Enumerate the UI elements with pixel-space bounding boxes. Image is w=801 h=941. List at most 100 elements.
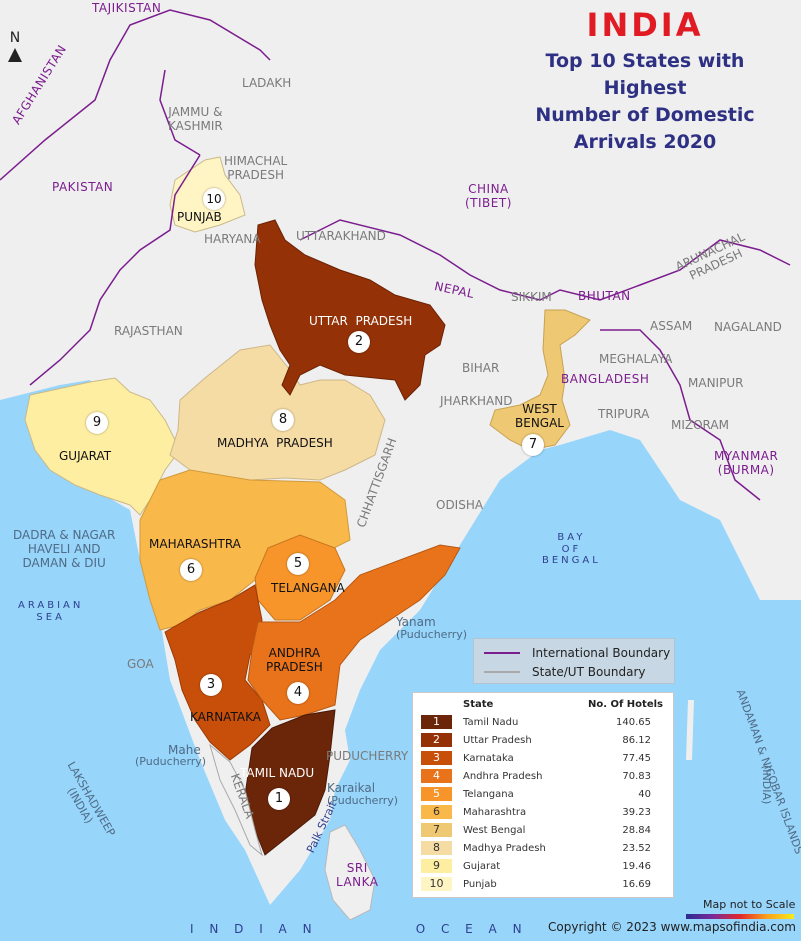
rank-badge-1: 1	[268, 788, 290, 810]
row-value: 140.65	[616, 716, 651, 728]
table-row: 8 Madhya Pradesh 23.52	[413, 839, 673, 857]
table-row: 1 Tamil Nadu 140.65	[413, 713, 673, 731]
compass: N	[8, 30, 22, 62]
label-indian-ocean: I N D I A N O C E A N	[190, 922, 528, 936]
legend-state-label: State/UT Boundary	[532, 664, 646, 679]
rank-badge-3: 3	[200, 674, 222, 696]
row-value: 40	[638, 788, 651, 800]
label-sri-lanka: SRI LANKA	[336, 861, 379, 889]
rank-swatch: 6	[421, 805, 452, 819]
table-header: State No. Of Hotels	[413, 695, 673, 713]
label-tajikistan: TAJIKISTAN	[92, 1, 162, 15]
label-mahe: Mahe	[168, 743, 201, 757]
row-state: Andhra Pradesh	[463, 770, 543, 782]
rank-swatch: 10	[421, 877, 452, 891]
rank-badge-7: 7	[522, 434, 544, 456]
label-andhra-pradesh: ANDHRA PRADESH	[266, 646, 323, 674]
label-haryana: HARYANA	[204, 232, 261, 246]
sri-lanka-shape	[324, 824, 376, 921]
label-madhya-pradesh: MADHYA PRADESH	[217, 436, 333, 450]
label-uttar-pradesh: UTTAR PRADESH	[309, 314, 413, 328]
table-row: 6 Maharashtra 39.23	[413, 803, 673, 821]
row-state: Madhya Pradesh	[463, 842, 546, 854]
rank-swatch: 3	[421, 751, 452, 765]
table-row: 4 Andhra Pradesh 70.83	[413, 767, 673, 785]
legend-international-label: International Boundary	[532, 645, 671, 660]
label-myanmar: MYANMAR (BURMA)	[714, 449, 779, 477]
label-pakistan: PAKISTAN	[52, 180, 114, 194]
rank-badge-8: 8	[272, 409, 294, 431]
north-arrow-icon	[8, 48, 22, 62]
label-karaikal: Karaikal	[327, 781, 376, 795]
label-jammu-kashmir: JAMMU & KASHMIR	[168, 105, 223, 133]
label-rajasthan: RAJASTHAN	[114, 324, 183, 338]
label-nagaland: NAGALAND	[714, 320, 782, 334]
rank-swatch: 2	[421, 733, 452, 747]
label-sikkim: SIKKIM	[511, 290, 552, 304]
copyright: Copyright © 2023 www.mapsofindia.com	[548, 920, 796, 934]
row-state: Punjab	[463, 878, 497, 890]
scale-note: Map not to Scale	[703, 898, 796, 911]
label-odisha: ODISHA	[436, 498, 484, 512]
label-goa: GOA	[127, 657, 154, 671]
label-telangana: TELANGANA	[271, 581, 345, 595]
state-boundary-swatch-icon	[484, 670, 520, 673]
label-tripura: TRIPURA	[598, 407, 650, 421]
state-uttar-pradesh	[254, 219, 446, 401]
row-value: 16.69	[622, 878, 651, 890]
table-row: 2 Uttar Pradesh 86.12	[413, 731, 673, 749]
label-karnataka: KARNATAKA	[190, 710, 261, 724]
label-assam: ASSAM	[650, 319, 693, 333]
label-andaman-india: (INDIA)	[760, 765, 773, 805]
row-state: Uttar Pradesh	[463, 734, 532, 746]
rank-badge-10: 10	[203, 188, 225, 210]
label-gujarat: GUJARAT	[59, 449, 112, 463]
map-subtitle: Top 10 States with Highest Number of Dom…	[505, 48, 785, 156]
row-value: 19.46	[622, 860, 651, 872]
andaman-islands-shape	[686, 700, 694, 760]
rank-badge-5: 5	[287, 553, 309, 575]
boundary-legend: International Boundary State/UT Boundary	[473, 638, 675, 684]
state-telangana	[254, 534, 346, 621]
label-puducherry: PUDUCHERRY	[326, 749, 409, 763]
compass-label: N	[9, 30, 21, 46]
label-arabian-sea: ARABIAN SEA	[18, 600, 84, 623]
label-yanam-sub: (Puducherry)	[396, 628, 468, 641]
row-state: West Bengal	[463, 824, 526, 836]
table-row: 10 Punjab 16.69	[413, 875, 673, 893]
rank-swatch: 7	[421, 823, 452, 837]
subtitle-line-1: Top 10 States with Highest	[545, 50, 745, 99]
label-ladakh: LADAKH	[242, 76, 292, 90]
row-value: 70.83	[622, 770, 651, 782]
rank-swatch: 8	[421, 841, 452, 855]
rank-badge-6: 6	[180, 559, 202, 581]
subtitle-line-3: Arrivals 2020	[573, 131, 717, 153]
label-karaikal-sub: (Puducherry)	[327, 794, 399, 807]
label-dadra: DADRA & NAGAR HAVELI AND DAMAN & DIU	[13, 528, 116, 570]
label-bay-of-bengal: BAY OF BENGAL	[542, 532, 601, 566]
state-andhra-pradesh	[247, 544, 461, 721]
label-jharkhand: JHARKHAND	[440, 394, 513, 408]
row-state: Tamil Nadu	[463, 716, 519, 728]
label-meghalaya: MEGHALAYA	[599, 352, 673, 366]
legend-state-boundary: State/UT Boundary	[484, 662, 674, 681]
label-mahe-sub: (Puducherry)	[135, 755, 207, 768]
table-row: 9 Gujarat 19.46	[413, 857, 673, 875]
label-uttarakhand: UTTARAKHAND	[296, 229, 386, 243]
rank-badge-2: 2	[348, 331, 370, 353]
table-row: 5 Telangana 40	[413, 785, 673, 803]
subtitle-line-2: Number of Domestic	[535, 104, 755, 126]
rank-swatch: 9	[421, 859, 452, 873]
label-tamil-nadu: TAMIL NADU	[240, 766, 315, 780]
header-value: No. Of Hotels	[587, 698, 663, 710]
label-punjab: PUNJAB	[177, 210, 222, 224]
row-value: 86.12	[622, 734, 651, 746]
label-bihar: BIHAR	[462, 361, 500, 375]
state-kerala	[209, 743, 263, 857]
international-boundary-swatch-icon	[484, 651, 520, 654]
rank-swatch: 4	[421, 769, 452, 783]
legend-international-boundary: International Boundary	[484, 643, 674, 662]
row-state: Karnataka	[463, 752, 514, 764]
label-bhutan: BHUTAN	[578, 289, 631, 303]
international-boundary-line	[0, 9, 791, 501]
